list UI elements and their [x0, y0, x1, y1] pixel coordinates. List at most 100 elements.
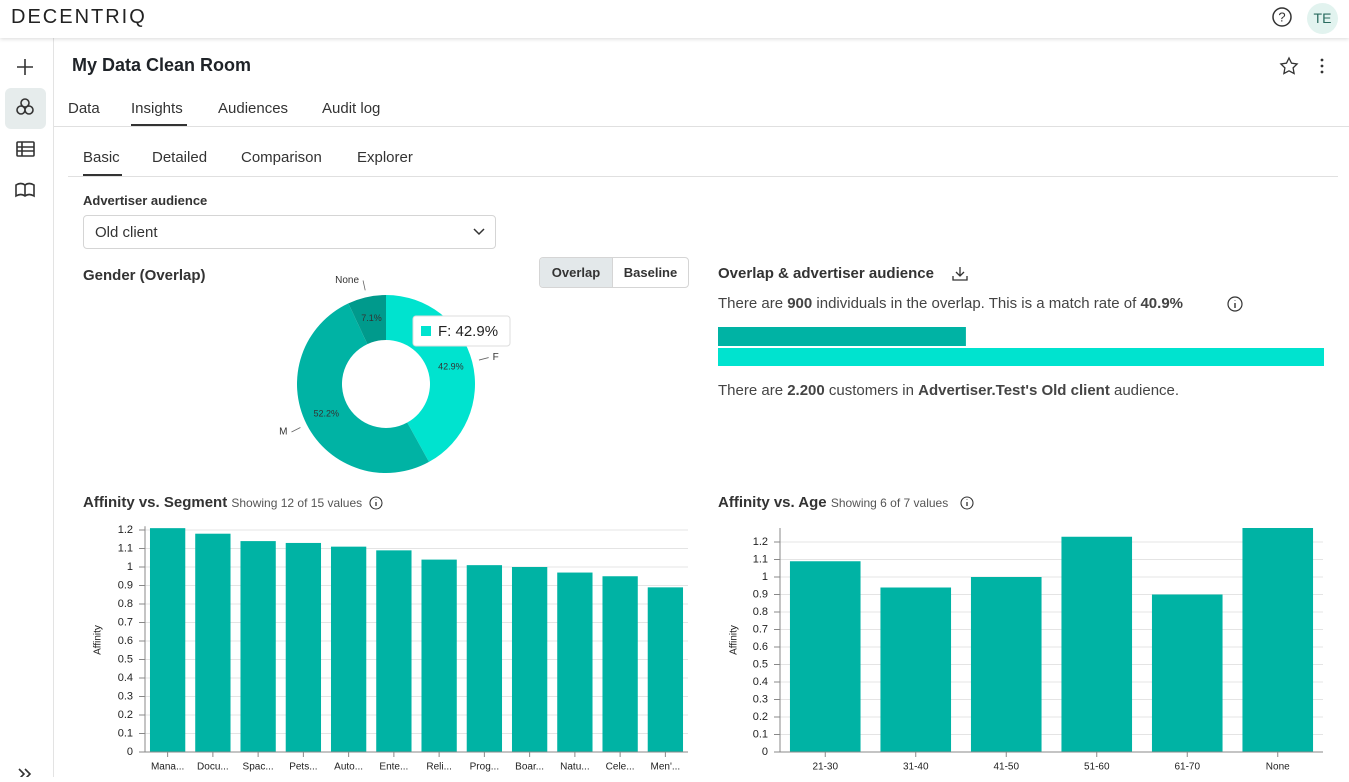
chart-title: Overlap & advertiser audience [718, 265, 934, 282]
bar [789, 561, 861, 752]
y-tick-label: 1 [762, 571, 768, 583]
slice-category-label: None [335, 275, 359, 286]
audience-sentence: There are 2.200 customers in Advertiser.… [718, 382, 1179, 399]
x-tick-label: Men'... [651, 762, 681, 773]
bar [285, 542, 322, 752]
expand-icon[interactable] [18, 768, 32, 780]
top-bar: DECENTRIQ ? TE [0, 0, 1349, 38]
bar [970, 577, 1042, 752]
y-axis-label: Affinity [729, 625, 740, 655]
slice-value-label: 7.1% [361, 313, 382, 323]
x-tick-label: Pets... [289, 762, 317, 773]
table-icon[interactable] [16, 141, 35, 157]
x-tick-label: None [1266, 762, 1290, 773]
tab[interactable]: Audiences [218, 100, 289, 117]
text: There are [718, 382, 788, 399]
toggle: Overlap Baseline [539, 257, 689, 288]
avatar[interactable]: TE [1307, 3, 1338, 34]
bar [1242, 528, 1314, 752]
rooms-icon[interactable] [16, 98, 34, 115]
x-tick-label: Mana... [151, 762, 184, 773]
page-title: My Data Clean Room [72, 55, 252, 75]
y-tick-label: 0.4 [118, 672, 133, 684]
x-tick-label: Cele... [606, 762, 635, 773]
y-tick-label: 0.7 [118, 616, 133, 628]
x-tick-label: Docu... [197, 762, 229, 773]
info-icon[interactable] [368, 495, 384, 511]
toggle-option[interactable]: Overlap [540, 258, 613, 287]
bar [647, 587, 684, 752]
brand[interactable]: DECENTRIQ [11, 6, 147, 28]
download-icon[interactable] [951, 265, 969, 283]
bar [149, 528, 186, 752]
star-icon[interactable] [1279, 56, 1299, 75]
tab[interactable]: Data [68, 100, 100, 117]
x-tick-label: Spac... [243, 762, 274, 773]
chart-title: Affinity vs. Age [718, 494, 827, 511]
overlap-sentence: There are 900 individuals in the overlap… [718, 295, 1183, 312]
chart-heading: Affinity vs. Age Showing 6 of 7 values [718, 494, 948, 511]
subtab[interactable]: Explorer [357, 149, 413, 166]
y-tick-label: 0.5 [118, 653, 133, 665]
help-icon[interactable]: ? [1271, 6, 1293, 28]
bar [511, 567, 548, 752]
x-tick-label: Natu... [560, 762, 589, 773]
slice-value-label: 42.9% [438, 362, 464, 372]
info-icon[interactable] [959, 495, 975, 511]
text: There are [718, 295, 788, 312]
chart-title: Affinity vs. Segment [83, 494, 228, 511]
y-tick-label: 1.1 [753, 553, 768, 565]
more-icon[interactable] [1320, 58, 1324, 74]
chart-title: Gender (Overlap) [83, 267, 206, 284]
donut-slice [297, 303, 429, 473]
docs-icon[interactable] [15, 182, 35, 198]
tooltip-swatch [421, 326, 431, 336]
x-tick-label: 31-40 [903, 762, 929, 773]
subtab[interactable]: Detailed [152, 149, 208, 166]
x-tick-label: Auto... [334, 762, 363, 773]
chart-heading: Affinity vs. Segment Showing 12 of 15 va… [83, 494, 362, 511]
overlap-count: 900 [787, 295, 813, 312]
audience-name: Advertiser.Test's Old client [918, 382, 1110, 399]
leader-line [478, 357, 489, 361]
audience-select[interactable]: Old client [83, 215, 496, 249]
y-tick-label: 0.3 [118, 690, 133, 702]
y-tick-label: 0.1 [118, 727, 133, 739]
bar [1151, 594, 1223, 752]
x-tick-label: 51-60 [1084, 762, 1110, 773]
donut-slice [386, 295, 476, 462]
bar [880, 587, 952, 752]
leader-line [362, 280, 366, 291]
select-value: Old client [95, 224, 158, 241]
tab-indicator [131, 124, 187, 126]
subtab[interactable]: Comparison [241, 149, 322, 166]
header-actions [1279, 56, 1324, 75]
y-tick-label: 1.2 [753, 536, 768, 548]
info-icon[interactable] [1226, 295, 1244, 313]
x-tick-label: Reli... [426, 762, 452, 773]
toggle-option[interactable]: Baseline [623, 265, 678, 280]
y-tick-label: 0.6 [118, 635, 133, 647]
add-icon[interactable] [17, 59, 33, 75]
subtab[interactable]: Basic [83, 149, 120, 166]
audience-count: 2.200 [787, 382, 825, 399]
tooltip-box [412, 315, 511, 347]
divider [68, 176, 1338, 177]
y-tick-label: 0.2 [118, 709, 133, 721]
overlap-bar [718, 327, 966, 346]
tab[interactable]: Insights [131, 100, 183, 117]
donut-slice [348, 295, 386, 345]
sidebar [0, 38, 54, 780]
tooltip-text: F: 42.9% [438, 323, 498, 340]
x-tick-label: Prog... [470, 762, 499, 773]
overlap-bar [718, 348, 1324, 366]
sidebar-icons [5, 59, 46, 780]
bar [240, 541, 276, 752]
bar [376, 550, 412, 752]
bar [602, 576, 638, 752]
y-tick-label: 0.6 [753, 641, 768, 653]
y-tick-label: 0.2 [753, 711, 768, 723]
y-tick-label: 0 [127, 746, 133, 758]
tab[interactable]: Audit log [322, 100, 381, 117]
